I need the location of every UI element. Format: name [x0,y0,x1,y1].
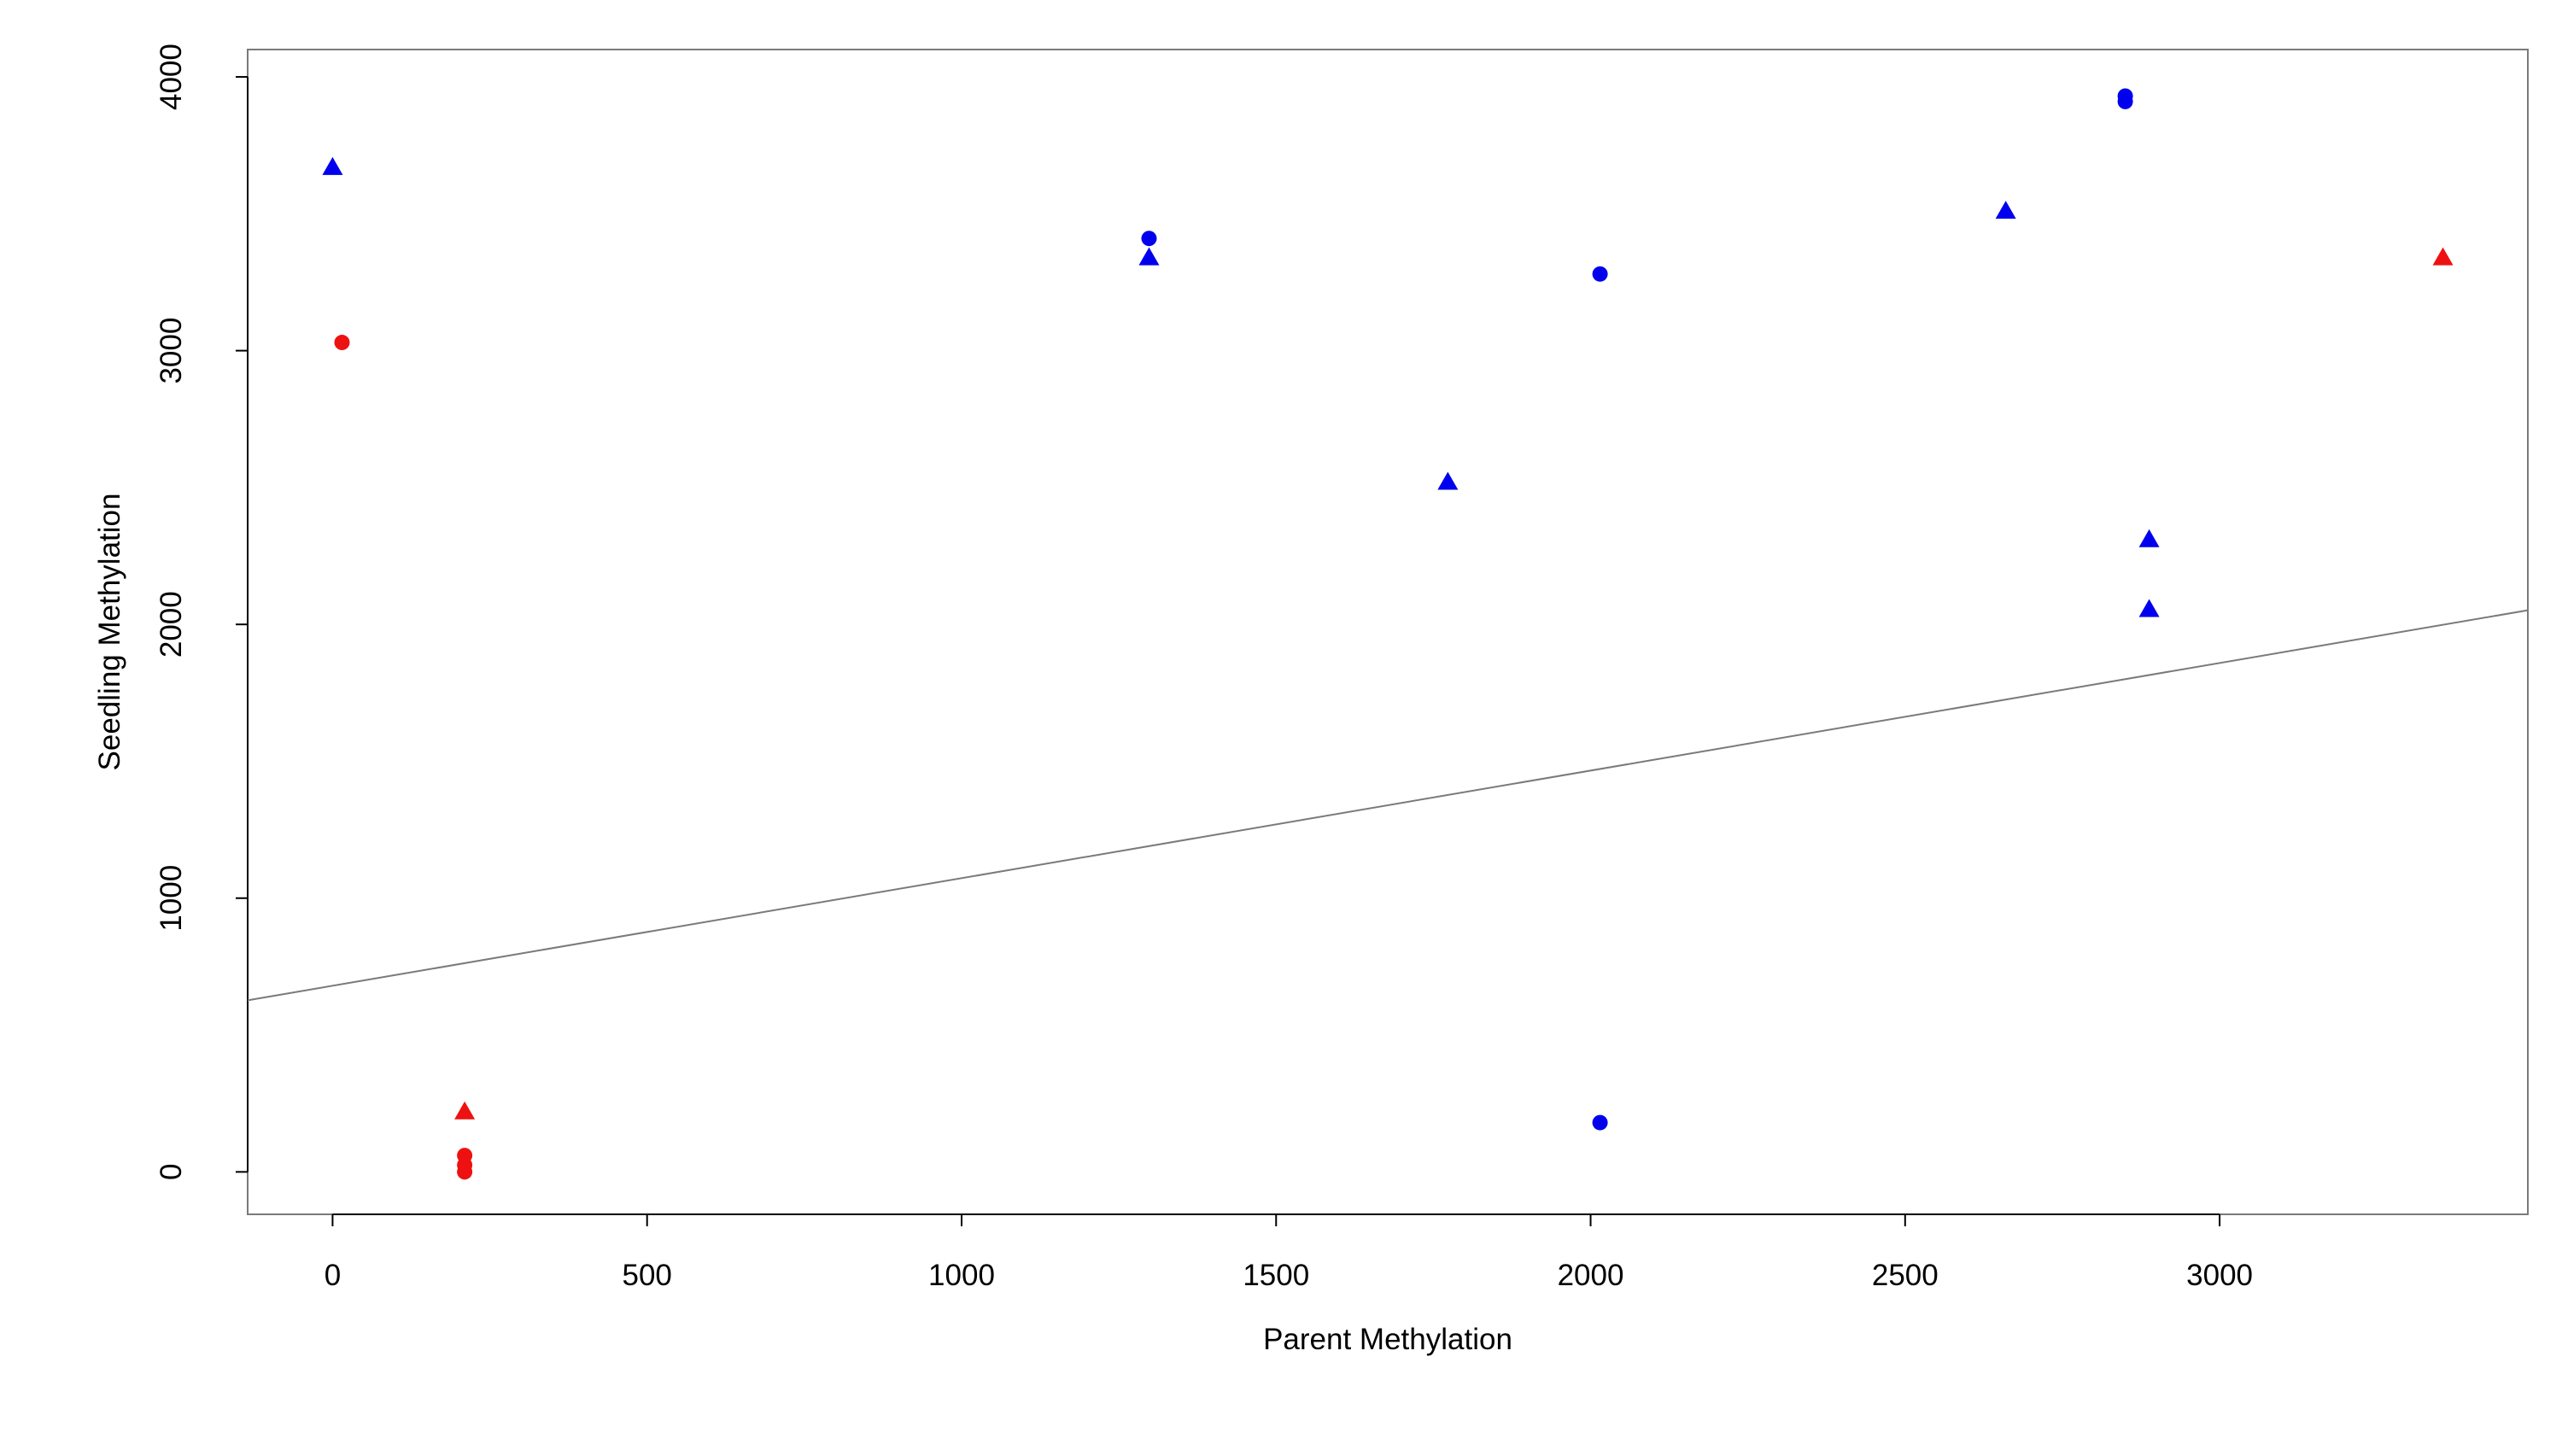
x-tick-label: 2500 [1872,1259,1939,1292]
point-triangle-blue [1138,247,1160,266]
fit-line-layer [247,609,2529,1002]
point-triangle-blue [322,156,343,175]
x-tick-label: 1000 [928,1259,995,1292]
point-circle-blue [2117,93,2133,109]
y-tick-label: 2000 [155,591,188,658]
point-circle-blue [1141,231,1157,247]
point-circle-blue [1592,266,1608,282]
point-triangle-blue [2138,529,2160,547]
y-tick-label: 3000 [155,318,188,384]
points-layer [322,88,2454,1180]
x-axis-label: Parent Methylation [1263,1323,1512,1356]
x-tick-label: 500 [623,1259,672,1292]
y-tick-label: 4000 [155,44,188,110]
point-triangle-blue [1995,201,2016,219]
point-triangle-blue [2138,599,2160,617]
y-axis: 0 1000 2000 3000 4000 [155,44,249,1180]
y-tick-label: 0 [155,1164,188,1180]
plot-frame [247,49,2529,1215]
point-circle-red [457,1164,473,1180]
x-tick-label: 2000 [1558,1259,1624,1292]
point-triangle-blue [1437,471,1459,490]
y-tick-label: 1000 [155,865,188,932]
point-circle-blue [1592,1114,1608,1131]
point-triangle-red [454,1101,476,1120]
regression-line [247,609,2529,1002]
y-axis-label: Seedling Methylation [93,494,126,771]
x-tick-label: 3000 [2186,1259,2253,1292]
x-tick-label: 0 [325,1259,341,1292]
x-axis: 0 500 1000 1500 2000 2500 3000 [325,1213,2253,1292]
point-triangle-red [2432,247,2454,266]
point-circle-red [334,335,350,351]
x-tick-label: 1500 [1243,1259,1309,1292]
